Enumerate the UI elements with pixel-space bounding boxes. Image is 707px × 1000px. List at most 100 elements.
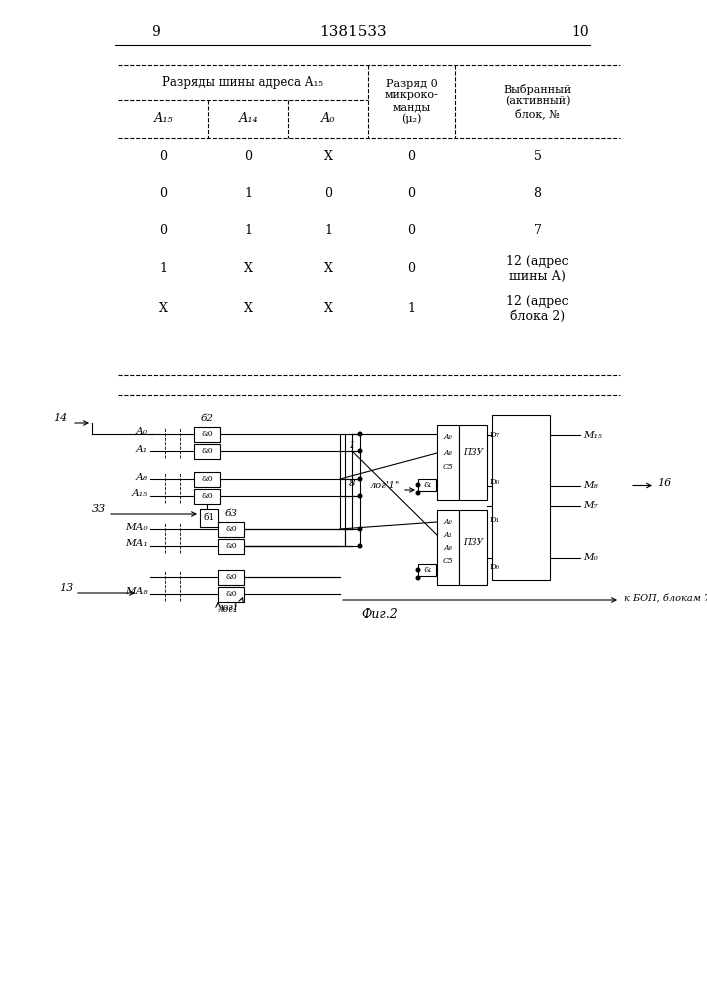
Text: Х: Х: [244, 302, 252, 316]
Text: D₇: D₇: [490, 431, 500, 439]
Bar: [218, 570, 244, 584]
Bar: [459, 510, 487, 585]
Circle shape: [358, 544, 362, 548]
Circle shape: [358, 527, 362, 531]
Text: 0: 0: [244, 150, 252, 163]
Text: А₈: А₈: [443, 449, 452, 457]
Text: С5: С5: [443, 463, 453, 471]
Text: М₁₅: М₁₅: [583, 430, 602, 440]
Text: 0: 0: [407, 262, 416, 275]
Text: МА₀: МА₀: [125, 522, 148, 532]
Text: А₁: А₁: [443, 531, 452, 539]
Bar: [218, 586, 244, 601]
Text: А₁₅: А₁₅: [153, 112, 173, 125]
Text: лог'1": лог'1": [370, 482, 400, 490]
Text: 0: 0: [407, 187, 416, 200]
Bar: [194, 472, 220, 487]
Bar: [194, 488, 220, 504]
Text: С5: С5: [443, 557, 453, 565]
Text: 0: 0: [159, 225, 167, 237]
Text: 13: 13: [59, 583, 73, 593]
Text: А₀: А₀: [443, 518, 452, 526]
Circle shape: [358, 494, 362, 498]
Bar: [437, 510, 459, 585]
Bar: [418, 479, 436, 491]
Text: D₀: D₀: [490, 563, 500, 571]
Text: &: &: [423, 481, 431, 489]
Text: Х: Х: [244, 262, 252, 275]
Text: 12 (адрес
шины А): 12 (адрес шины А): [506, 255, 569, 283]
Bar: [437, 425, 459, 500]
Text: лог1: лог1: [218, 602, 240, 611]
Text: &0: &0: [201, 430, 213, 438]
Text: 5: 5: [534, 150, 542, 163]
Bar: [200, 509, 218, 527]
Text: б3: б3: [225, 509, 238, 518]
Text: 10: 10: [571, 25, 589, 39]
Text: А₀: А₀: [443, 433, 452, 441]
Text: 8: 8: [349, 480, 356, 488]
Text: 16: 16: [657, 478, 671, 488]
Text: 14: 14: [53, 413, 67, 423]
Bar: [418, 564, 436, 576]
Text: М₈: М₈: [583, 481, 597, 490]
Circle shape: [358, 449, 362, 453]
Bar: [218, 538, 244, 554]
Text: 0: 0: [159, 187, 167, 200]
Text: 7: 7: [534, 225, 542, 237]
Text: &0: &0: [201, 447, 213, 455]
Circle shape: [358, 432, 362, 436]
Text: лог1: лог1: [218, 605, 240, 614]
Text: А₈: А₈: [443, 544, 452, 552]
Circle shape: [416, 576, 420, 580]
Text: Х: Х: [324, 150, 332, 163]
Text: 0: 0: [407, 150, 416, 163]
Text: 0: 0: [159, 150, 167, 163]
Text: Разряд 0
микроко-
манды
(μ₂): Разряд 0 микроко- манды (μ₂): [385, 79, 438, 124]
Text: П3У: П3У: [463, 448, 483, 457]
Circle shape: [416, 491, 420, 495]
Text: 9: 9: [151, 25, 159, 39]
Bar: [194, 444, 220, 458]
Text: &0: &0: [226, 525, 237, 533]
Text: &0: &0: [226, 573, 237, 581]
Text: к БОП, блокам 7,8: к БОП, блокам 7,8: [624, 593, 707, 602]
Text: 1381533: 1381533: [319, 25, 387, 39]
Text: МА₈: МА₈: [125, 587, 148, 596]
Text: Х: Х: [158, 302, 168, 316]
Text: 1: 1: [349, 442, 356, 450]
Text: А₀: А₀: [136, 428, 148, 436]
Text: 1: 1: [159, 262, 167, 275]
Text: &0: &0: [226, 542, 237, 550]
Text: &0: &0: [226, 590, 237, 598]
Text: D₀: D₀: [490, 478, 500, 486]
Text: &0: &0: [201, 492, 213, 500]
Text: 12 (адрес
блока 2): 12 (адрес блока 2): [506, 295, 569, 323]
Text: 1: 1: [244, 225, 252, 237]
Text: П3У: П3У: [463, 538, 483, 547]
Text: А₁₅: А₁₅: [132, 489, 148, 498]
Text: А₁₄: А₁₄: [238, 112, 258, 125]
Text: 0: 0: [407, 225, 416, 237]
Text: М₇: М₇: [583, 501, 597, 510]
Text: 1: 1: [407, 302, 416, 316]
Bar: [194, 426, 220, 442]
Text: &0: &0: [201, 475, 213, 483]
Circle shape: [416, 568, 420, 572]
Text: А₁: А₁: [136, 444, 148, 454]
Text: б2: б2: [201, 414, 214, 423]
Text: б1: б1: [204, 514, 215, 522]
Text: М₀: М₀: [583, 554, 597, 562]
Text: &: &: [423, 566, 431, 574]
Text: Х: Х: [324, 262, 332, 275]
Text: А₀: А₀: [321, 112, 335, 125]
Text: А₈: А₈: [136, 473, 148, 482]
Text: МА₁: МА₁: [125, 540, 148, 548]
Bar: [459, 425, 487, 500]
Circle shape: [358, 477, 362, 481]
Text: Фиг.2: Фиг.2: [361, 608, 398, 621]
Text: 8: 8: [534, 187, 542, 200]
Circle shape: [416, 483, 420, 487]
Text: 1: 1: [324, 225, 332, 237]
Bar: [492, 415, 550, 580]
